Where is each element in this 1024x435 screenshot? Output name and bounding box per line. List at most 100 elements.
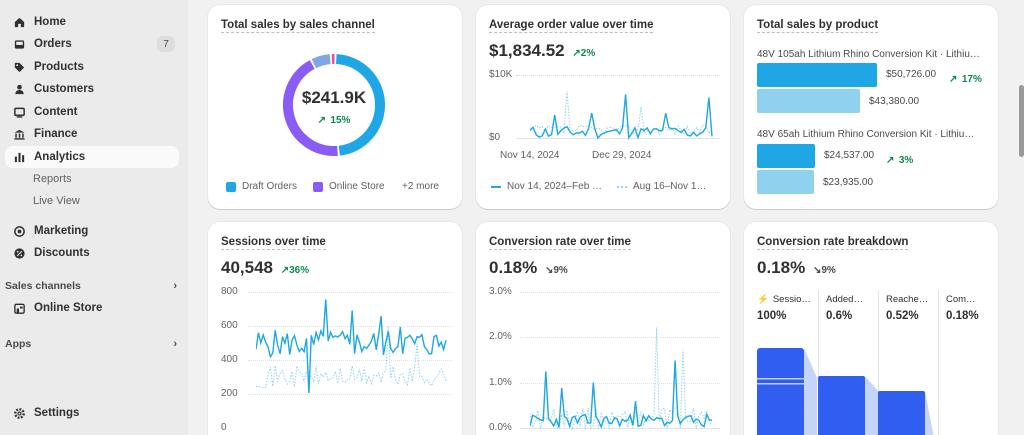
nav-settings[interactable]: Settings	[5, 402, 179, 424]
legend-swatch	[313, 181, 323, 192]
nav-customers[interactable]: Customers	[5, 78, 179, 100]
sales-channels-section[interactable]: Sales channels ›	[5, 280, 177, 292]
product-bar-previous[interactable]	[757, 170, 814, 194]
donut-segment-other[interactable]	[311, 54, 331, 69]
card-title[interactable]: Conversion rate over time	[489, 236, 631, 250]
step-label: Sessio…	[772, 294, 811, 305]
series-previous	[530, 91, 713, 136]
donut-center-value: $241.9K	[301, 88, 367, 107]
arrow-up-icon: ↗	[572, 48, 581, 59]
nav-orders[interactable]: Orders 7	[5, 33, 179, 55]
arrow-up-icon: ↗	[886, 155, 895, 166]
legend-draft-orders[interactable]: Draft Orders	[226, 181, 297, 192]
x-axis-label: Nov 14, 2024	[500, 150, 560, 161]
series-current	[256, 299, 447, 394]
product-bar-current[interactable]	[757, 144, 815, 168]
nav-label: Orders	[34, 38, 72, 50]
chevron-right-icon: ›	[173, 338, 177, 350]
donut-chart	[283, 54, 385, 156]
nav-label: Content	[34, 106, 78, 118]
product-bar-previous[interactable]	[757, 89, 860, 113]
sessions-card: Sessions over time 40,548 ↗36% 800 600 4…	[208, 222, 462, 435]
funnel-chart	[757, 348, 934, 435]
breakdown-value-row: 0.18% ↘9%	[757, 258, 836, 278]
delta-value: 17%	[961, 74, 982, 85]
sessions-line-chart	[256, 299, 447, 394]
legend-label: Online Store	[329, 181, 385, 192]
legend-label: Draft Orders	[242, 181, 298, 192]
funnel-step-added-label[interactable]: Added…	[826, 294, 863, 305]
gridline	[248, 394, 452, 395]
gridline	[248, 360, 452, 361]
series-previous	[256, 326, 447, 388]
legend-line	[617, 185, 627, 188]
funnel-step-completed-label[interactable]: Com…	[946, 294, 976, 305]
sessions-value-row: 40,548 ↗36%	[221, 258, 309, 278]
card-title[interactable]: Total sales by product	[757, 19, 879, 33]
inbox-icon	[12, 37, 26, 51]
funnel-bar-reached	[878, 391, 925, 435]
y-axis-label: 0.0%	[489, 422, 512, 433]
nav-analytics[interactable]: Analytics	[5, 146, 179, 168]
nav-label: Online Store	[34, 302, 103, 314]
legend-label: +2 more	[402, 181, 439, 192]
nav-online-store[interactable]: Online Store	[5, 297, 179, 319]
bolt-icon: ⚡	[757, 294, 769, 305]
legend-current-range[interactable]: Nov 14, 2024–Feb …	[491, 181, 602, 192]
legend-online-store[interactable]: Online Store	[313, 181, 385, 192]
y-axis-label: 200	[221, 388, 238, 399]
product-name[interactable]: 48V 65ah Lithium Rhino Conversion Kit · …	[757, 129, 975, 140]
person-icon	[12, 82, 26, 96]
sessions-value: 40,548	[221, 258, 273, 277]
nav-discounts[interactable]: Discounts	[5, 242, 179, 264]
nav-label: Discounts	[34, 247, 90, 259]
card-title[interactable]: Conversion rate breakdown	[757, 236, 909, 250]
card-title[interactable]: Sessions over time	[221, 236, 326, 250]
series-current	[530, 360, 713, 429]
nav-products[interactable]: Products	[5, 56, 179, 78]
funnel-connector	[865, 376, 878, 435]
gridline	[248, 292, 452, 293]
section-label-text: Sales channels	[5, 280, 81, 292]
funnel-step-sessions-label[interactable]: ⚡ Sessio…	[757, 294, 811, 305]
funnel-step-value: 0.18%	[946, 310, 979, 322]
product-current-value: $50,726.00	[886, 69, 937, 80]
page-scrollbar[interactable]	[1019, 85, 1024, 157]
divider	[818, 290, 819, 435]
legend-more[interactable]: +2 more	[402, 181, 439, 192]
nav-sub-live-view[interactable]: Live View	[33, 195, 80, 207]
nav-content[interactable]: Content	[5, 101, 179, 123]
gridline	[516, 75, 720, 76]
nav-sub-reports[interactable]: Reports	[33, 173, 72, 185]
nav-finance[interactable]: Finance	[5, 123, 179, 145]
product-name[interactable]: 48V 105ah Lithium Rhino Conversion Kit ·…	[757, 49, 980, 60]
donut-segment-online-store[interactable]	[283, 60, 338, 156]
chevron-right-icon: ›	[173, 280, 177, 292]
arrow-down-icon: ↘	[812, 265, 822, 276]
arrow-up-icon: ↗	[280, 265, 290, 276]
card-title[interactable]: Average order value over time	[489, 19, 654, 33]
gridline	[520, 428, 720, 429]
donut-segment-draft-orders[interactable]	[335, 54, 385, 156]
y-axis-label: 2.0%	[489, 331, 512, 342]
nav-label: Analytics	[34, 151, 86, 163]
funnel-bar-sessions	[757, 348, 804, 435]
gridline	[520, 337, 720, 338]
product-bar-current[interactable]	[757, 63, 877, 87]
delta-value: 9%	[553, 265, 568, 276]
sales-by-channel-card: Total sales by sales channel $241.9K ↗ 1…	[208, 5, 462, 209]
apps-section[interactable]: Apps ›	[5, 338, 177, 350]
y-axis-label: 600	[221, 320, 238, 331]
nav-marketing[interactable]: Marketing	[5, 220, 179, 242]
nav-home[interactable]: Home	[5, 11, 179, 33]
funnel-step-reached-label[interactable]: Reache…	[886, 294, 929, 305]
nav-label: Home	[34, 16, 66, 28]
discount-icon	[12, 246, 26, 260]
legend-label: Aug 16–Nov 1…	[633, 181, 707, 192]
bar-chart-icon	[12, 150, 26, 164]
nav-label: Finance	[34, 128, 78, 140]
card-title[interactable]: Total sales by sales channel	[221, 19, 375, 33]
funnel-bar-mark	[757, 378, 804, 380]
product-previous-value: $23,935.00	[823, 177, 874, 188]
legend-previous-range[interactable]: Aug 16–Nov 1…	[617, 181, 706, 192]
